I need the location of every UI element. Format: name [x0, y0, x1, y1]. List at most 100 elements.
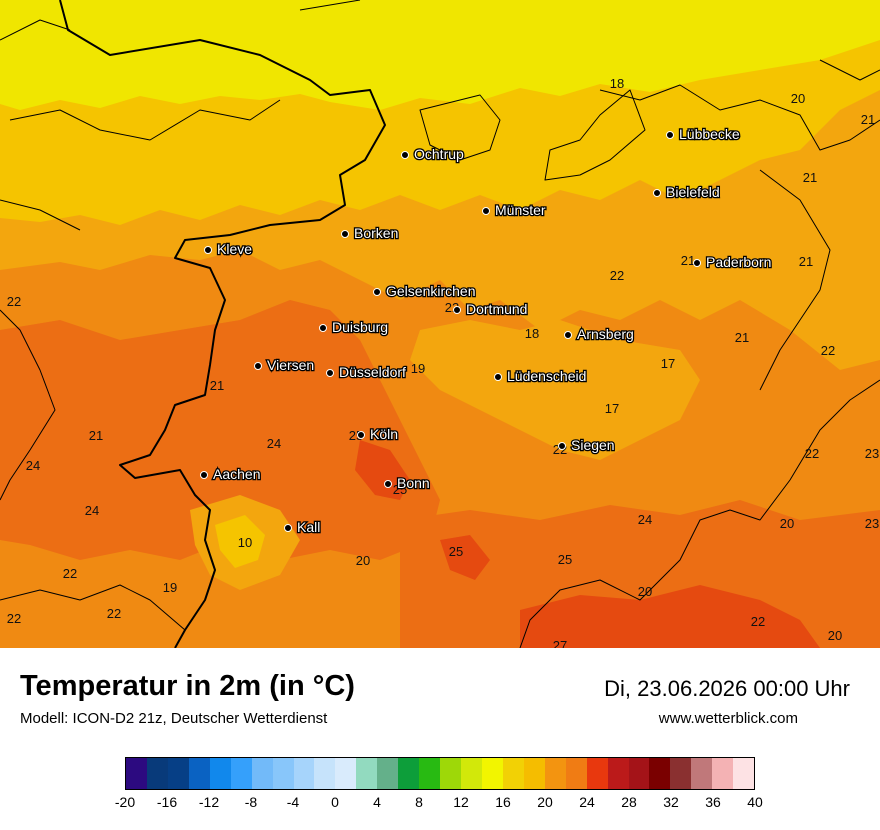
temperature-value: 20 — [791, 91, 805, 106]
city-label: Düsseldorf — [339, 364, 406, 380]
legend-tick-label: 24 — [579, 794, 595, 810]
city-label: Kleve — [217, 241, 252, 257]
footer: Temperatur in 2m (in °C) Modell: ICON-D2… — [0, 648, 880, 830]
temperature-value: 20 — [356, 553, 370, 568]
legend-swatch — [586, 758, 608, 789]
city-marker: Bielefeld — [653, 183, 721, 201]
city-label: Duisburg — [332, 319, 388, 335]
field-16 — [0, 0, 880, 110]
legend-tick-label: 4 — [373, 794, 381, 810]
legend-tick-label: 0 — [331, 794, 339, 810]
temperature-value: 10 — [238, 535, 252, 550]
city-label: Lüdenscheid — [507, 368, 586, 384]
city-dot — [666, 131, 674, 139]
city-marker: Ochtrup — [401, 145, 465, 163]
temperature-value: 21 — [735, 330, 749, 345]
color-scale-ticks: -20 -16 -12 -8 -4 0 4 8 12 16 20 24 28 32 36 40 — [115, 794, 763, 814]
legend-tick-label: 12 — [453, 794, 469, 810]
city-marker: Kleve — [204, 240, 254, 258]
city-dot — [357, 431, 365, 439]
legend-swatch — [461, 758, 482, 789]
model-subtitle: Modell: ICON-D2 21z, Deutscher Wetterdie… — [20, 710, 328, 727]
temperature-value: 22 — [751, 614, 765, 629]
city-marker: Düsseldorf — [326, 363, 407, 381]
legend-swatch — [523, 758, 545, 789]
city-dot — [564, 331, 572, 339]
city-label: Siegen — [571, 437, 615, 453]
temperature-value: 18 — [525, 326, 539, 341]
legend-swatch — [251, 758, 273, 789]
forecast-datetime: Di, 23.06.2026 00:00 Uhr — [604, 676, 850, 701]
city-dot — [204, 246, 212, 254]
temperature-value: 27 — [553, 638, 567, 648]
city-label: Münster — [495, 202, 546, 218]
temperature-value: 20 — [828, 628, 842, 643]
legend-tick-label: 40 — [747, 794, 763, 810]
legend-swatch — [272, 758, 294, 789]
legend-tick-label: 32 — [663, 794, 679, 810]
temperature-value: 20 — [780, 516, 794, 531]
city-label: Arnsberg — [577, 326, 634, 342]
city-marker: Lübbecke — [666, 125, 741, 143]
city-marker: Münster — [482, 201, 547, 219]
temperature-value: 24 — [638, 512, 652, 527]
legend-tick-label: 20 — [537, 794, 553, 810]
temperature-value: 23 — [865, 516, 879, 531]
city-dot — [373, 288, 381, 296]
legend-swatch — [398, 758, 420, 789]
legend-swatch — [356, 758, 378, 789]
temperature-value: 17 — [661, 356, 675, 371]
city-dot — [653, 189, 661, 197]
legend-swatch — [712, 758, 734, 789]
city-marker: Lüdenscheid — [494, 367, 588, 385]
legend-swatch — [146, 758, 168, 789]
legend-tick-label: 8 — [415, 794, 423, 810]
temperature-value: 17 — [605, 401, 619, 416]
city-markers: Ochtrup Lübbecke Bielefeld Münster Borken Kle… — [200, 125, 773, 536]
legend-tick-label: 16 — [495, 794, 511, 810]
city-label: Paderborn — [706, 254, 771, 270]
legend-swatch — [691, 758, 713, 789]
city-marker: Kall — [284, 518, 322, 536]
country-border-nl-de — [59, 0, 386, 648]
temperature-value: 22 — [7, 611, 21, 626]
city-label: Köln — [370, 426, 398, 442]
legend-swatch — [733, 758, 755, 789]
field-24-rhine — [0, 300, 440, 560]
legend-tick-label: -8 — [244, 794, 258, 810]
borders — [0, 0, 880, 648]
temperature-value: 24 — [85, 503, 99, 518]
temperature-value: 24 — [26, 458, 40, 473]
temperature-value: 22 — [610, 268, 624, 283]
temperature-value: 20 — [638, 584, 652, 599]
state-borders — [0, 0, 880, 648]
legend-tick-label: -20 — [114, 794, 136, 810]
legend-swatch — [481, 758, 503, 789]
city-label: Aachen — [213, 466, 260, 482]
temperature-value: 19 — [163, 580, 177, 595]
color-scale-legend — [125, 757, 755, 790]
legend-swatch — [167, 758, 189, 789]
city-marker: Dortmund — [453, 300, 529, 318]
temperature-value: 23 — [865, 446, 879, 461]
city-label: Kall — [297, 519, 320, 535]
temperature-value: 24 — [267, 436, 281, 451]
legend-swatch — [544, 758, 566, 789]
city-dot — [482, 207, 490, 215]
city-dot — [693, 259, 701, 267]
temperature-value: 22 — [821, 343, 835, 358]
city-dot — [319, 324, 327, 332]
map-canvas: 18 20 21 21 21 22 21 22 22 18 21 22 17 19 21 21 24 24 17 22… — [0, 0, 880, 648]
legend-swatch — [230, 758, 252, 789]
temperature-value: 21 — [89, 428, 103, 443]
website-credit: www.wetterblick.com — [658, 710, 798, 727]
legend-swatch — [670, 758, 692, 789]
legend-swatch — [628, 758, 650, 789]
city-dot — [254, 362, 262, 370]
temperature-value: 22 — [63, 566, 77, 581]
legend-swatch — [440, 758, 461, 789]
city-label: Bonn — [397, 475, 430, 491]
temperature-value: 18 — [610, 76, 624, 91]
legend-swatch — [377, 758, 399, 789]
temperature-value: 19 — [411, 361, 425, 376]
